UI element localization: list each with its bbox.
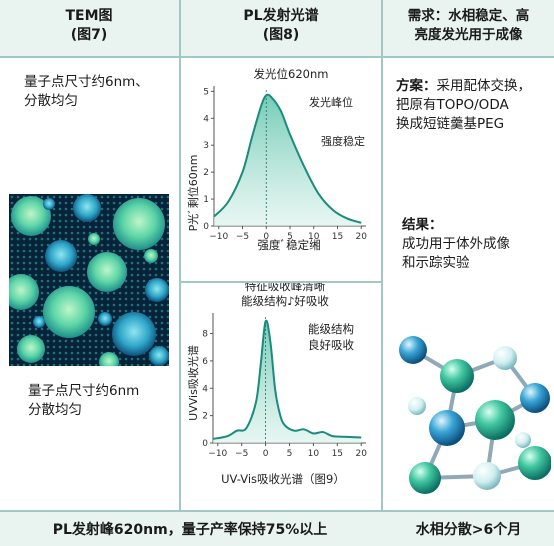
pl-annot-stable: 强度稳定 xyxy=(321,134,365,148)
pl-chart-ylabel: P光ﾞ剩位60nm xyxy=(186,155,200,232)
pl-xtick-label: −10 xyxy=(209,232,228,242)
tem-particle xyxy=(9,274,39,310)
header-need: 需求：水相稳定、高 亮度发光用于成像 xyxy=(383,7,554,45)
footer-band xyxy=(0,512,554,546)
pl-xtick-label: −5 xyxy=(236,232,249,242)
header-need-line2: 亮度发光用于成像 xyxy=(414,27,523,43)
pl-area-fill xyxy=(214,94,362,226)
uv-ytick-label: 8 xyxy=(202,330,208,340)
uv-ytick-label: 4 xyxy=(202,384,208,394)
plan-label: 方案： xyxy=(396,78,437,94)
tem-image xyxy=(9,194,169,366)
result-line1: 成功用于体外成像 xyxy=(402,236,510,252)
uv-xtick-label: 15 xyxy=(332,449,343,459)
header-pl-line1: PL发射光谱 xyxy=(243,8,319,24)
plan-line1: 方案：采用配体交换， xyxy=(396,77,554,96)
tem-particle xyxy=(17,335,45,363)
pl-xtick-label: 20 xyxy=(356,232,368,242)
uv-ytick-label: 0 xyxy=(202,439,208,449)
tem-particle xyxy=(98,312,112,326)
tem-particle xyxy=(149,346,169,366)
tem-particle xyxy=(99,352,119,366)
pl-ytick-label: 0 xyxy=(203,222,209,232)
header-tem-line2: (图7) xyxy=(70,27,108,43)
tem-caption-bottom-line2: 分散均匀 xyxy=(28,402,82,418)
uv-ytick-label: 2 xyxy=(202,412,208,422)
plan-block: 方案：采用配体交换， 把原有TOPO/ODA 换成短链羹基PEG xyxy=(396,77,554,134)
plan-line1-text: 采用配体交换， xyxy=(436,78,532,94)
pl-ytick-label: 2 xyxy=(203,168,209,178)
header-tem: TEM图 (图7) xyxy=(0,7,178,45)
header-need-line1: 需求：水相稳定、高 xyxy=(407,8,530,24)
uv-plot-area: −10 −5 0 5 10 15 20 0 2 4 6 8 xyxy=(202,313,367,459)
uv-xtick-label: 5 xyxy=(287,449,293,459)
tem-caption-top-line1: 量子点尺寸约6nm、 xyxy=(24,74,149,90)
tem-particle xyxy=(113,198,165,250)
tem-caption-top: 量子点尺寸约6nm、 分散均匀 xyxy=(24,73,174,111)
molecule-image xyxy=(395,328,551,498)
uv-chart-xlabel: UV-Vis吸收光谱（图9） xyxy=(221,472,345,486)
pl-annot-peak: 发光峰位 xyxy=(309,95,353,109)
tem-particle xyxy=(144,249,158,263)
tem-particle xyxy=(88,233,100,245)
pl-ytick-label: 3 xyxy=(203,141,209,151)
tem-particles xyxy=(9,194,169,366)
header-divider xyxy=(0,56,554,58)
uv-series-line xyxy=(212,319,362,440)
pl-xtick-label: 0 xyxy=(263,232,269,242)
uv-chart-title-line1: 特征吸收峰清晰 xyxy=(245,283,326,293)
tem-caption-bottom-line1: 量子点尺寸约6nm xyxy=(28,383,140,399)
uv-chart: 特征吸收峰清晰 能级结构♪好吸收 能级结构 良好吸收 UVVis吸收光谱 UV-… xyxy=(186,283,367,486)
tem-particle xyxy=(112,312,156,356)
pl-xtick-label: 15 xyxy=(332,232,343,242)
pl-plot-area: −10 −5 0 5 10 15 20 0 1 2 3 4 5 xyxy=(203,86,367,242)
pl-chart: 发光位620nm P光ﾞ剩位60nm 强度ﾞ稳定缃 发光峰位 强度稳定 −10−… xyxy=(186,67,367,252)
pl-ytick-label: 5 xyxy=(203,87,209,97)
col-divider-1 xyxy=(179,0,181,546)
plan-line2: 把原有TOPO/ODA xyxy=(396,97,509,113)
col-divider-2 xyxy=(381,0,383,546)
pl-chart-xlabel: 强度ﾞ稳定缃 xyxy=(257,238,320,252)
result-label: 结果： xyxy=(402,217,443,233)
tem-particle xyxy=(43,286,95,338)
result-line2: 和示踪实验 xyxy=(402,255,470,271)
plan-line3: 换成短链羹基PEG xyxy=(396,116,505,132)
tem-particle xyxy=(45,240,77,272)
tem-particle xyxy=(11,196,51,236)
pl-chart-title: 发光位620nm xyxy=(254,67,329,81)
tem-particle xyxy=(33,316,45,328)
header-tem-line1: TEM图 xyxy=(65,8,113,24)
tem-particle xyxy=(87,252,127,292)
header-pl-line2: (图8) xyxy=(262,27,300,43)
footer-divider xyxy=(0,510,554,512)
header-band xyxy=(0,0,554,56)
uv-xtick-label: 0 xyxy=(263,449,269,459)
uv-annot-line1: 能级结构 xyxy=(308,322,354,336)
tem-particle xyxy=(145,278,169,302)
pl-ytick-label: 1 xyxy=(203,195,209,205)
uv-xtick-label: −5 xyxy=(235,449,248,459)
tem-caption-top-line2: 分散均匀 xyxy=(24,93,78,109)
pl-xtick-label: 10 xyxy=(308,232,320,242)
tem-caption-bottom: 量子点尺寸约6nm 分散均匀 xyxy=(28,382,178,420)
pl-series-line xyxy=(213,93,362,224)
tem-particle xyxy=(43,198,55,210)
tem-particle xyxy=(73,194,101,222)
pl-xtick-label: 5 xyxy=(287,232,293,242)
uv-xtick-label: −10 xyxy=(208,449,227,459)
uv-xtick-label: 20 xyxy=(355,449,367,459)
header-pl: PL发射光谱 (图8) xyxy=(181,7,381,45)
result-block: 结果： 成功用于体外成像 和示踪实验 xyxy=(402,216,554,273)
uv-xtick-label: 10 xyxy=(308,449,320,459)
uv-annot-line2: 良好吸收 xyxy=(308,338,354,352)
uv-chart-title-line2: 能级结构♪好吸收 xyxy=(241,294,329,308)
footer-left: PL发射峰620nm，量子产率保持75%以上 xyxy=(52,522,328,538)
footer-right: 水相分散>6个月 xyxy=(415,522,522,538)
chart-divider xyxy=(181,281,381,283)
uv-chart-ylabel: UVVis吸收光谱 xyxy=(186,345,200,421)
uv-ytick-label: 6 xyxy=(202,357,208,367)
pl-ytick-label: 4 xyxy=(203,114,209,124)
